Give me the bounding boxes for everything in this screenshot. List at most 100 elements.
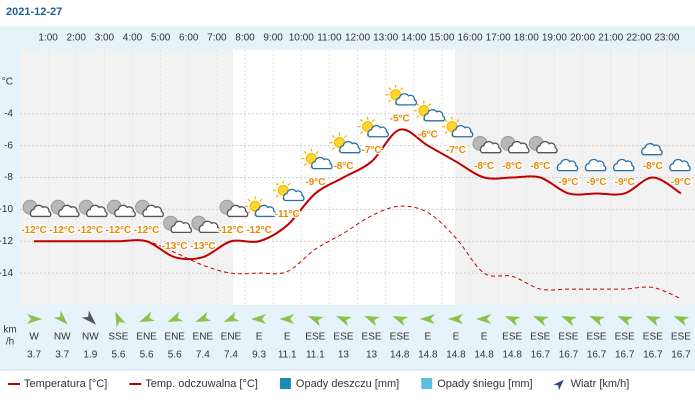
wind-direction: ESE bbox=[390, 332, 410, 343]
value-label: -12°C bbox=[246, 225, 272, 236]
wind-unit: km bbox=[3, 325, 16, 336]
wind-speed: 11.1 bbox=[306, 350, 325, 361]
wind-direction: ESE bbox=[502, 332, 522, 343]
wind-direction: ENE bbox=[193, 332, 214, 343]
value-label: -12°C bbox=[134, 225, 160, 236]
x-tick-label: 17:00 bbox=[486, 33, 511, 44]
weather-icon bbox=[78, 199, 108, 218]
wind-direction: NW bbox=[82, 332, 99, 343]
wind-arrow bbox=[589, 315, 605, 327]
x-tick-label: 19:00 bbox=[542, 33, 567, 44]
value-label: -13°C bbox=[162, 241, 188, 252]
cloud bbox=[612, 158, 635, 172]
legend-label: Opady deszczu [mm] bbox=[296, 378, 399, 390]
sun-ray bbox=[331, 146, 335, 151]
wind-speed: 16.7 bbox=[615, 350, 635, 361]
weather-icon bbox=[50, 199, 80, 218]
x-tick-label: 14:00 bbox=[401, 33, 426, 44]
sun-ray bbox=[343, 134, 347, 139]
cloud bbox=[311, 156, 333, 170]
cloud bbox=[29, 204, 52, 218]
wind-direction: ESE bbox=[615, 332, 635, 343]
sun-ray bbox=[303, 150, 307, 154]
weather-icon bbox=[245, 196, 277, 218]
weather-icon bbox=[528, 136, 558, 154]
weather-icon bbox=[219, 199, 249, 218]
value-label: -9°C bbox=[671, 177, 691, 188]
wind-speed: 5.6 bbox=[111, 350, 125, 361]
wind-direction: ENE bbox=[221, 332, 242, 343]
wind-arrow bbox=[223, 311, 240, 323]
y-tick-label: -12 bbox=[0, 236, 13, 247]
wind-speed: 16.7 bbox=[531, 350, 551, 361]
y-tick-label: -4 bbox=[4, 108, 13, 119]
chart-title: 2021-12-27 bbox=[6, 6, 62, 18]
weather-icon bbox=[106, 199, 136, 218]
wind-direction: ESE bbox=[558, 332, 578, 343]
wind-unit: /h bbox=[6, 337, 14, 348]
value-label: -12°C bbox=[49, 225, 75, 236]
value-label: -8°C bbox=[474, 161, 494, 172]
sun-ray bbox=[275, 182, 279, 186]
x-tick-label: 4:00 bbox=[123, 33, 143, 44]
wind-arrow bbox=[81, 310, 96, 325]
x-tick-label: 10:00 bbox=[289, 33, 314, 44]
x-tick-label: 20:00 bbox=[570, 33, 595, 44]
wind-speed: 13 bbox=[366, 350, 378, 361]
cloud bbox=[584, 158, 607, 172]
wind-direction: E bbox=[284, 332, 291, 343]
cloud bbox=[339, 140, 361, 154]
wind-speed: 1.9 bbox=[83, 350, 97, 361]
wind-speed: 14.8 bbox=[390, 350, 410, 361]
weather-icon bbox=[301, 148, 333, 170]
x-tick-label: 23:00 bbox=[654, 33, 679, 44]
sun-ray bbox=[400, 87, 404, 91]
y-tick-label: -8 bbox=[4, 172, 13, 183]
value-label: -12°C bbox=[21, 225, 47, 236]
value-label: -12°C bbox=[106, 225, 132, 236]
weather-icon bbox=[556, 158, 579, 172]
cloud bbox=[114, 204, 136, 218]
x-tick-label: 7:00 bbox=[207, 33, 227, 44]
weather-icon bbox=[500, 136, 530, 154]
wind-speed: 7.4 bbox=[196, 350, 210, 361]
wind-speed: 14.8 bbox=[502, 350, 522, 361]
sun-ray bbox=[388, 99, 392, 103]
x-tick-label: 3:00 bbox=[95, 33, 115, 44]
series-line bbox=[34, 128, 682, 261]
wind-arrow bbox=[115, 311, 126, 328]
sun-ray bbox=[247, 198, 251, 202]
cloud bbox=[479, 140, 502, 154]
weather-icon bbox=[163, 215, 193, 234]
legend-swatch bbox=[279, 378, 291, 389]
axis-band bbox=[0, 26, 20, 370]
value-label: -6°C bbox=[418, 129, 438, 140]
wind-speed: 16.7 bbox=[559, 350, 579, 361]
wind-arrow bbox=[167, 311, 184, 323]
wind-arrow bbox=[307, 315, 324, 327]
x-tick-label: 9:00 bbox=[263, 33, 283, 44]
weather-icon bbox=[584, 158, 607, 172]
x-tick-label: 16:00 bbox=[457, 33, 482, 44]
x-tick-label: 11:00 bbox=[317, 33, 342, 44]
x-tick-label: 22:00 bbox=[626, 33, 651, 44]
x-tick-label: 13:00 bbox=[373, 33, 398, 44]
sun-ray bbox=[416, 103, 420, 107]
legend-swatch bbox=[421, 378, 433, 389]
wind-direction: ESE bbox=[333, 332, 353, 343]
value-label: -8°C bbox=[333, 161, 353, 172]
wind-speed: 5.6 bbox=[140, 350, 154, 361]
wind-direction: ESE bbox=[305, 332, 325, 343]
weather-icon bbox=[641, 142, 663, 156]
wind-speed: 14.8 bbox=[474, 350, 494, 361]
x-tick-label: 2:00 bbox=[67, 33, 87, 44]
value-label: -12°C bbox=[218, 225, 244, 236]
wind-direction: E bbox=[453, 332, 460, 343]
wind-arrow bbox=[364, 315, 380, 327]
wind-arrow bbox=[673, 315, 690, 327]
y-tick-label: -10 bbox=[0, 204, 13, 215]
value-label: -5°C bbox=[390, 113, 410, 124]
wind-speed: 13 bbox=[338, 350, 350, 361]
cloud bbox=[556, 158, 579, 172]
wind-speed: 16.7 bbox=[671, 350, 691, 361]
